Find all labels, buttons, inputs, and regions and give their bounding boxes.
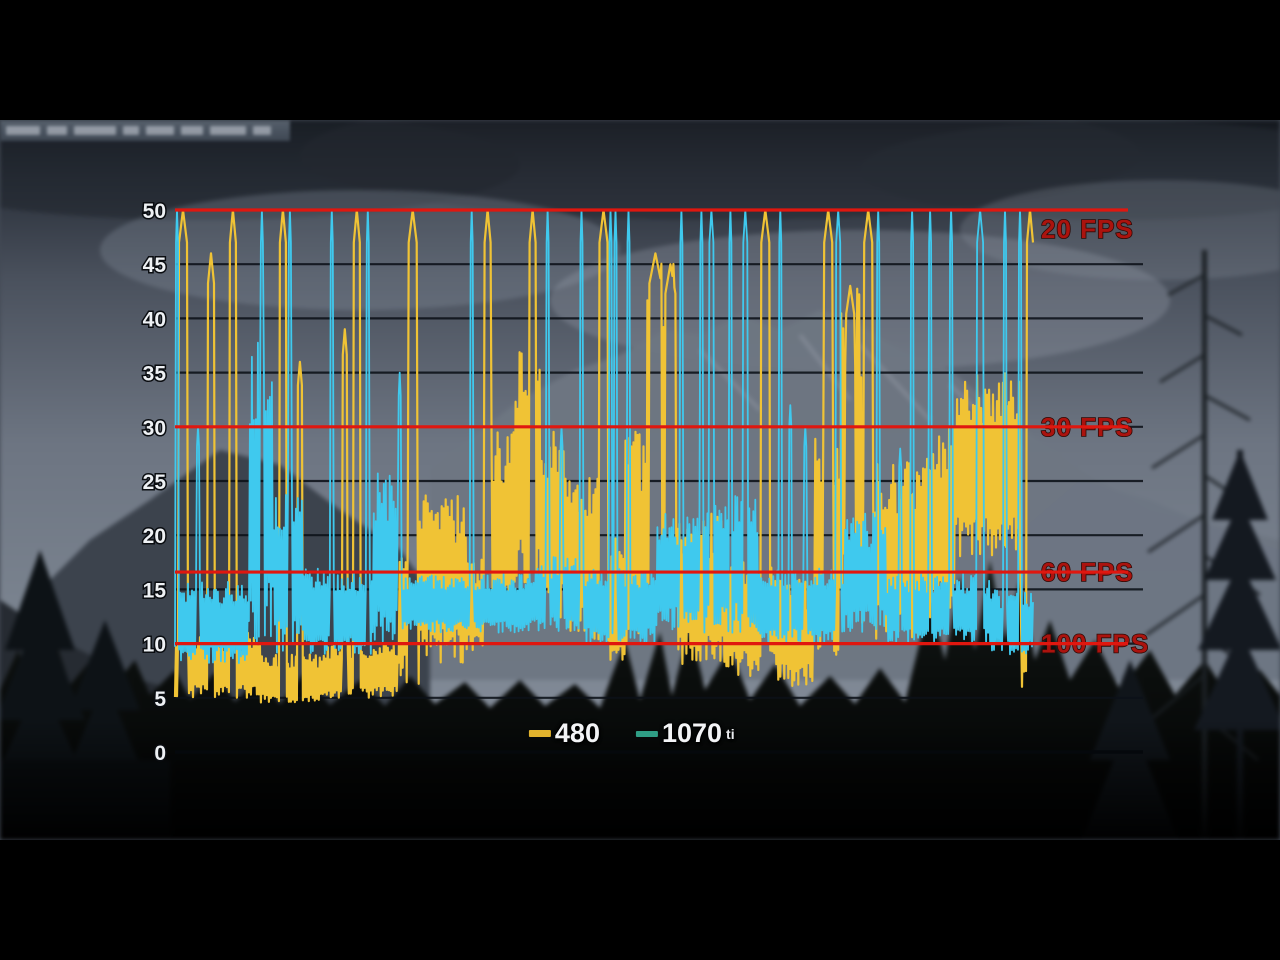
cloud <box>860 120 1280 220</box>
legend-swatch-1070 <box>635 730 658 737</box>
toolbar-chip <box>253 126 271 135</box>
toolbar-chip <box>123 126 139 135</box>
letterbox-top <box>0 0 1280 120</box>
cloud <box>100 190 620 310</box>
legend-item-1070: 1070 ti <box>635 718 735 749</box>
toolbar-chip <box>6 126 40 135</box>
blurred-toolbar <box>0 120 290 141</box>
legend-swatch-480 <box>528 730 551 737</box>
legend-label-480: 480 <box>554 718 600 748</box>
legend-label-1070-sup: ti <box>726 725 735 742</box>
cloud <box>960 180 1280 280</box>
toolbar-chip <box>210 126 246 135</box>
toolbar-chip <box>74 126 116 135</box>
toolbar-chip <box>181 126 203 135</box>
toolbar-chip <box>47 126 67 135</box>
chart-legend: 480 1070 ti <box>528 718 735 749</box>
bottom-fade <box>0 720 1280 840</box>
legend-label-1070: 1070 <box>661 718 723 748</box>
legend-item-480: 480 <box>528 718 600 749</box>
letterbox-bottom <box>0 840 1280 960</box>
toolbar-chip <box>146 126 174 135</box>
